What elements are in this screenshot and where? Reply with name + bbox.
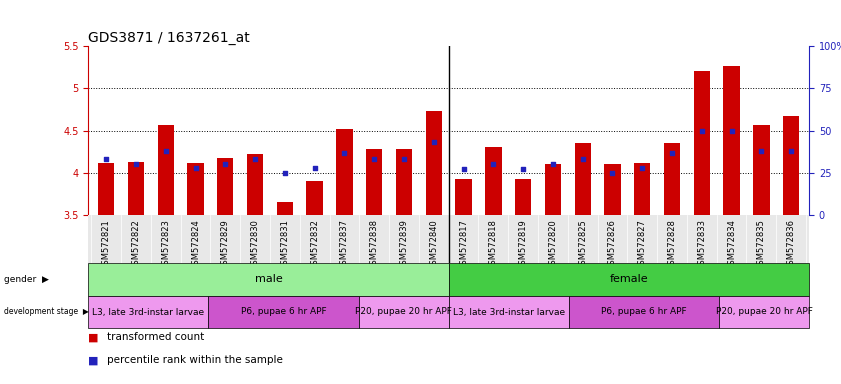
Text: GSM572820: GSM572820: [548, 219, 558, 270]
Point: [665, 149, 679, 156]
Text: GSM572839: GSM572839: [399, 219, 409, 270]
Text: male: male: [255, 274, 283, 285]
Text: transformed count: transformed count: [107, 332, 204, 342]
Bar: [209, 296, 358, 328]
Point: [130, 161, 143, 167]
Text: percentile rank within the sample: percentile rank within the sample: [107, 355, 283, 365]
Point: [427, 139, 441, 146]
Point: [725, 127, 738, 134]
Text: GSM572824: GSM572824: [191, 219, 200, 270]
Bar: [455, 179, 472, 215]
Text: GSM572840: GSM572840: [429, 219, 438, 270]
Point: [308, 165, 321, 171]
Point: [159, 148, 172, 154]
Bar: [277, 202, 293, 215]
Bar: [783, 116, 799, 215]
Text: GSM572828: GSM572828: [668, 219, 676, 270]
Bar: [157, 125, 174, 215]
Point: [219, 161, 232, 167]
Text: GSM572822: GSM572822: [131, 219, 140, 270]
Text: GSM572823: GSM572823: [161, 219, 170, 270]
Text: development stage  ▶: development stage ▶: [4, 308, 89, 316]
Bar: [485, 147, 501, 215]
Text: GSM572834: GSM572834: [727, 219, 736, 270]
Bar: [366, 149, 383, 215]
Text: GSM572832: GSM572832: [310, 219, 319, 270]
Point: [754, 148, 768, 154]
Point: [99, 156, 113, 162]
Point: [248, 156, 262, 162]
Point: [785, 148, 798, 154]
Bar: [569, 296, 719, 328]
Text: L3, late 3rd-instar larvae: L3, late 3rd-instar larvae: [93, 308, 204, 316]
Text: GSM572831: GSM572831: [280, 219, 289, 270]
Point: [278, 170, 292, 176]
Text: GSM572838: GSM572838: [370, 219, 378, 270]
Point: [576, 156, 590, 162]
Bar: [448, 296, 569, 328]
Text: GSM572821: GSM572821: [102, 219, 111, 270]
Point: [516, 166, 530, 172]
Text: GSM572833: GSM572833: [697, 219, 706, 270]
Bar: [358, 296, 449, 328]
Text: GDS3871 / 1637261_at: GDS3871 / 1637261_at: [88, 31, 250, 45]
Bar: [336, 129, 352, 215]
Text: P6, pupae 6 hr APF: P6, pupae 6 hr APF: [601, 308, 687, 316]
Bar: [574, 143, 591, 215]
Bar: [605, 164, 621, 215]
Text: GSM572819: GSM572819: [519, 219, 527, 270]
Bar: [634, 163, 650, 215]
Text: GSM572827: GSM572827: [637, 219, 647, 270]
Bar: [545, 164, 561, 215]
Bar: [515, 179, 532, 215]
Text: GSM572829: GSM572829: [221, 219, 230, 270]
Text: GSM572837: GSM572837: [340, 219, 349, 270]
Bar: [719, 296, 809, 328]
Point: [636, 165, 649, 171]
Bar: [694, 71, 710, 215]
Text: P20, pupae 20 hr APF: P20, pupae 20 hr APF: [716, 308, 812, 316]
Bar: [448, 263, 809, 296]
Point: [487, 161, 500, 167]
Text: ■: ■: [88, 332, 103, 342]
Text: GSM572818: GSM572818: [489, 219, 498, 270]
Point: [546, 161, 559, 167]
Text: P20, pupae 20 hr APF: P20, pupae 20 hr APF: [355, 308, 452, 316]
Text: GSM572826: GSM572826: [608, 219, 617, 270]
Text: P6, pupae 6 hr APF: P6, pupae 6 hr APF: [241, 308, 326, 316]
Bar: [306, 181, 323, 215]
Bar: [88, 296, 209, 328]
Bar: [664, 143, 680, 215]
Text: GSM572835: GSM572835: [757, 219, 766, 270]
Bar: [188, 163, 204, 215]
Text: ■: ■: [88, 355, 103, 365]
Text: GSM572817: GSM572817: [459, 219, 468, 270]
Text: GSM572836: GSM572836: [786, 219, 796, 270]
Point: [696, 127, 709, 134]
Text: L3, late 3rd-instar larvae: L3, late 3rd-instar larvae: [452, 308, 565, 316]
Text: GSM572825: GSM572825: [579, 219, 587, 270]
Point: [457, 166, 470, 172]
Bar: [723, 66, 740, 215]
Text: GSM572830: GSM572830: [251, 219, 260, 270]
Point: [397, 156, 410, 162]
Bar: [98, 163, 114, 215]
Bar: [128, 162, 144, 215]
Bar: [426, 111, 442, 215]
Point: [606, 170, 619, 176]
Bar: [396, 149, 412, 215]
Text: female: female: [610, 274, 648, 285]
Bar: [754, 125, 770, 215]
Text: gender  ▶: gender ▶: [4, 275, 49, 284]
Bar: [217, 159, 234, 215]
Point: [188, 165, 202, 171]
Bar: [88, 263, 448, 296]
Bar: [247, 154, 263, 215]
Point: [338, 149, 352, 156]
Point: [368, 156, 381, 162]
